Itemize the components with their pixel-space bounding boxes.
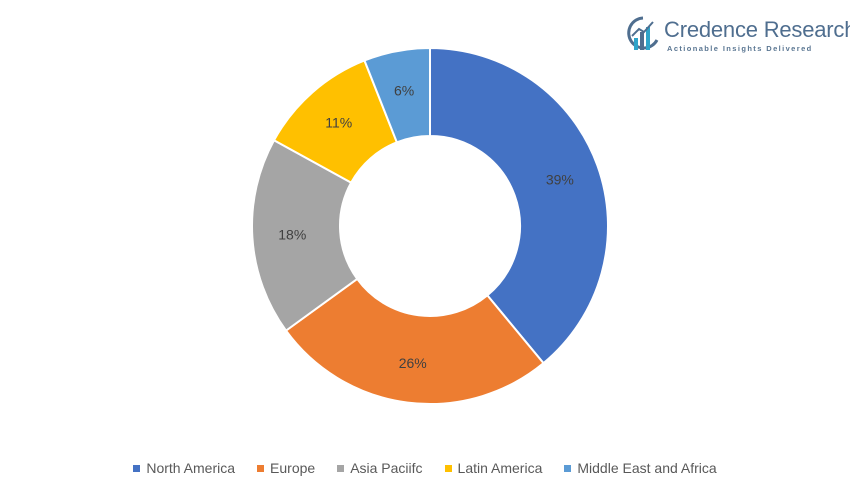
- donut-chart: 39% 26% 18% 11% 6%: [251, 46, 609, 405]
- legend-label-europe: Europe: [270, 460, 316, 476]
- legend-item-europe: Europe: [257, 460, 315, 476]
- credence-logo-icon: [627, 16, 659, 50]
- legend-item-north-america: North America: [133, 460, 235, 476]
- legend-item-middle-east-and-africa: Middle East and Africa: [564, 460, 717, 476]
- slice-label-latin-america: 11%: [325, 114, 352, 130]
- legend-swatch-latin-america: [444, 464, 452, 472]
- legend-label-middle-east-and-africa: Middle East and Africa: [577, 460, 717, 476]
- slice-middle-east-and-africa: [363, 46, 431, 144]
- legend-swatch-europe: [257, 464, 265, 472]
- legend-swatch-north-america: [133, 464, 141, 472]
- brand-name: Credence Research: [664, 17, 850, 42]
- slice-north-america: [429, 46, 609, 365]
- slice-label-north-america: 39%: [546, 171, 574, 187]
- slice-label-europe: 26%: [399, 355, 427, 371]
- slice-label-middle-east-and-africa: 6%: [394, 82, 414, 98]
- chart-legend: North America Europe Asia Paciifc Latin Ame…: [0, 460, 850, 476]
- legend-item-asia-paciifc: Asia Paciifc: [337, 460, 423, 476]
- legend-label-asia-paciifc: Asia Paciifc: [350, 460, 423, 476]
- slice-label-asia-paciifc: 18%: [278, 227, 306, 243]
- legend-label-latin-america: Latin America: [457, 460, 543, 476]
- slice-europe: [284, 277, 545, 405]
- legend-swatch-middle-east-and-africa: [564, 464, 572, 472]
- legend-label-north-america: North America: [146, 460, 236, 476]
- legend-item-latin-america: Latin America: [444, 460, 543, 476]
- slice-asia-paciifc: [251, 138, 359, 333]
- brand-logo: Credence Research Actionable Insights De…: [626, 14, 850, 58]
- legend-swatch-asia-paciifc: [337, 464, 345, 472]
- brand-tagline: Actionable Insights Delivered: [667, 44, 813, 53]
